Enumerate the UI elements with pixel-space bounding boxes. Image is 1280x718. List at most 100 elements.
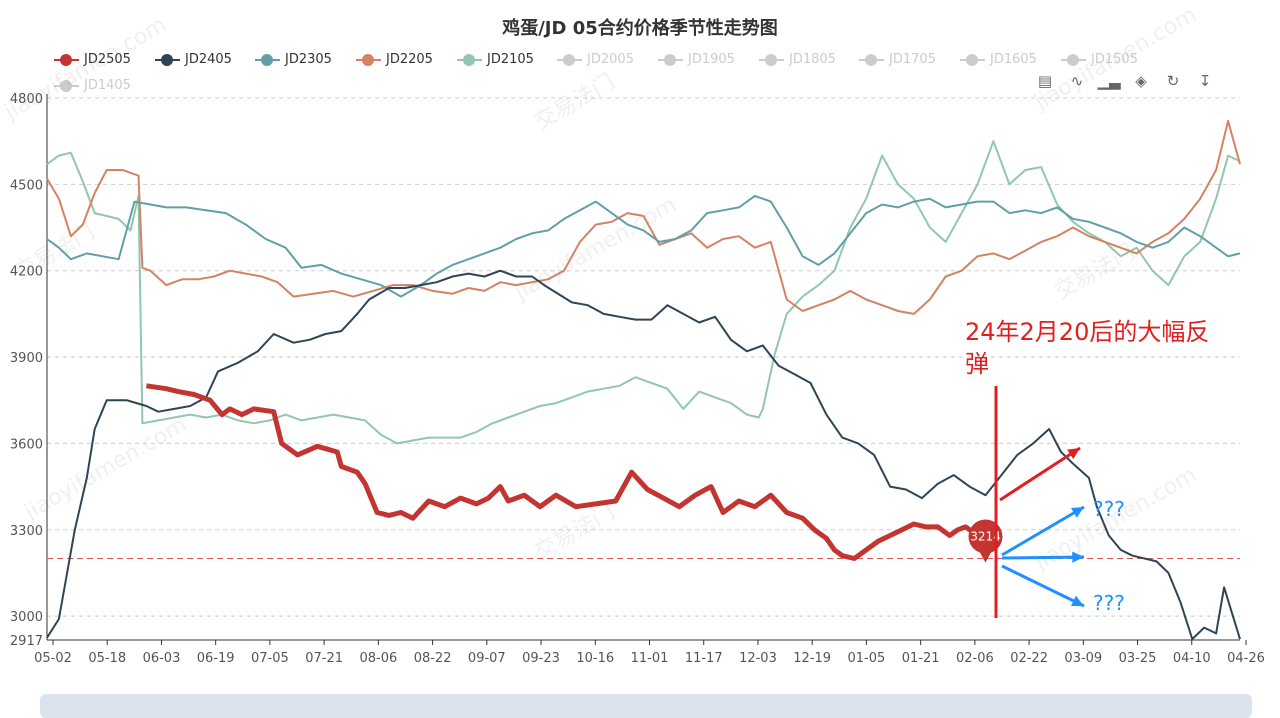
legend-swatch [859,53,884,67]
legend-swatch [658,53,683,67]
datazoom-slider[interactable] [40,694,1252,718]
x-tick-label: 12-03 [739,651,777,666]
x-tick-label: 05-18 [88,651,126,666]
x-tick-label: 11-01 [631,651,669,666]
question-mark-upper: ??? [1093,497,1125,521]
y-tick-label: 4500 [10,178,43,193]
series-line-jd2205 [46,120,1241,315]
annotation-text: 24年2月20后的大幅反弹 [965,318,1210,378]
legend-label: JD1805 [789,52,836,67]
arrow-blue-up-head [1071,507,1084,518]
arrow-blue-up [1001,505,1085,557]
x-tick-label: 06-19 [197,651,235,666]
legend-swatch [1061,53,1086,67]
legend-item-jd2005[interactable]: JD2005 [557,52,634,67]
line-chart-icon[interactable]: ∿ [1070,72,1084,90]
watermark-text: jiaoyifamen.com [510,192,681,305]
x-tick-label: 03-09 [1064,651,1102,666]
watermark-text: jiaoyifamen.com [1030,2,1201,115]
legend-item-jd1905[interactable]: JD1905 [658,52,735,67]
y-tick-label: 4200 [10,265,43,280]
restore-icon[interactable]: ↻ [1166,72,1180,90]
series-line-jd2505 [146,383,988,561]
legend-swatch [54,53,79,67]
legend-label: JD1705 [889,52,936,67]
legend-item-jd1505[interactable]: JD1505 [1061,52,1138,67]
series-line-jd2405 [46,269,1241,641]
watermark-text: 交易法门 [531,500,620,566]
legend-item-jd1405[interactable]: JD1405 [54,78,131,93]
legend-swatch [759,53,784,67]
stack-icon[interactable]: ◈ [1135,72,1147,90]
x-tick-label: 07-05 [251,651,289,666]
marker-pin-tip [975,544,996,563]
x-tick-label: 08-06 [359,651,397,666]
x-tick-label: 09-23 [522,651,560,666]
legend-label: JD2005 [587,52,634,67]
arrow-blue-flat [1001,555,1085,560]
x-tick-label: 03-25 [1119,651,1157,666]
legend-swatch [356,53,381,67]
data-view-icon[interactable]: ▤ [1037,72,1053,90]
legend-item-jd2305[interactable]: JD2305 [255,52,332,67]
x-tick-label: 07-21 [305,651,343,666]
y-tick-label: 3600 [10,437,43,452]
legend-swatch [557,53,582,67]
chart-title: 鸡蛋/JD 05合约价格季节性走势图 [502,18,778,39]
watermark-text: jiaoyifamen.com [0,12,171,125]
legend-swatch [255,53,280,67]
legend-swatch [155,53,180,67]
x-tick-label: 01-05 [848,651,886,666]
legend-item-jd1705[interactable]: JD1705 [859,52,936,67]
arrow-blue-down [1001,564,1085,608]
bar-chart-icon[interactable]: ▁▃ [1097,72,1121,90]
legend-label: JD2505 [84,52,131,67]
x-tick-label: 06-03 [143,651,181,666]
x-tick-label: 12-19 [793,651,831,666]
legend-swatch [457,53,482,67]
y-tick-label: 4800 [10,92,43,107]
x-tick-label: 11-17 [685,651,723,666]
x-tick-label: 01-21 [902,651,940,666]
download-icon[interactable]: ↧ [1198,72,1212,90]
legend-item-jd2405[interactable]: JD2405 [155,52,232,67]
legend-item-jd2505[interactable]: JD2505 [54,52,131,67]
marker-label: 3214 [970,530,1001,544]
legend-label: JD1905 [688,52,735,67]
watermark-text: jiaoyifamen.com [20,412,191,525]
legend-label: JD2205 [386,52,433,67]
y-tick-label: 2917 [10,634,43,649]
x-tick-label: 02-06 [956,651,994,666]
legend-item-jd1605[interactable]: JD1605 [960,52,1037,67]
y-tick-label: 3300 [10,524,43,539]
y-tick-label: 3900 [10,351,43,366]
x-tick-label: 04-26 [1227,651,1265,666]
legend-item-jd1805[interactable]: JD1805 [759,52,836,67]
legend-item-jd2205[interactable]: JD2205 [356,52,433,67]
y-tick-label: 3000 [10,610,43,625]
x-tick-label: 08-22 [414,651,452,666]
x-tick-label: 05-02 [34,651,72,666]
legend-swatch [960,53,985,67]
legend-swatch [54,79,79,93]
chart-toolbox: ▤ ∿ ▁▃ ◈ ↻ ↧ [1034,70,1216,92]
legend-label: JD1605 [990,52,1037,67]
watermark-text: 交易法门 [531,70,620,136]
legend-label: JD1505 [1091,52,1138,67]
legend-label: JD2305 [285,52,332,67]
legend-item-jd2105[interactable]: JD2105 [457,52,534,67]
x-tick-label: 04-10 [1173,651,1211,666]
legend-label: JD2105 [487,52,534,67]
arrow-up-red-head [1067,448,1080,460]
question-mark-lower: ??? [1093,591,1125,615]
arrow-blue-down-head [1071,595,1084,606]
series-line-jd2105 [46,140,1241,445]
arrow-up-red [999,446,1081,502]
legend-label: JD2405 [185,52,232,67]
arrow-blue-flat-head [1072,551,1084,563]
x-tick-label: 10-16 [576,651,614,666]
legend-label: JD1405 [84,78,131,93]
series-line-jd2305 [46,194,1241,298]
x-tick-label: 09-07 [468,651,506,666]
